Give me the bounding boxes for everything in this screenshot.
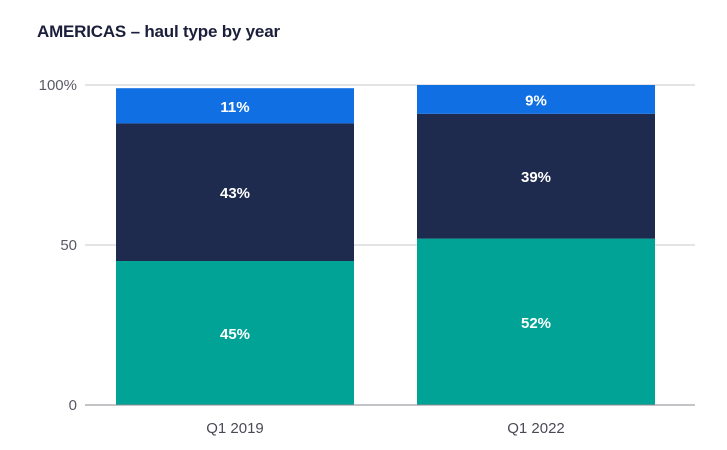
data-label: 45% xyxy=(220,326,250,343)
y-tick-label: 0 xyxy=(69,397,77,414)
data-label: 43% xyxy=(220,185,250,202)
bar-segment xyxy=(116,88,354,124)
data-label: 11% xyxy=(220,99,249,116)
bar-segment xyxy=(417,238,655,405)
chart-title: AMERICAS – haul type by year xyxy=(37,22,280,41)
bar-segment xyxy=(417,85,655,114)
data-label: 39% xyxy=(521,169,551,186)
y-tick-label: 50 xyxy=(60,237,77,254)
bar-segment xyxy=(417,113,655,239)
bar-segment xyxy=(116,123,354,262)
y-tick-label: 100% xyxy=(39,77,77,94)
x-category-label: Q1 2022 xyxy=(507,420,565,437)
data-label: 9% xyxy=(525,92,547,109)
bar-segment xyxy=(116,261,354,405)
data-label: 52% xyxy=(521,315,551,332)
x-category-label: Q1 2019 xyxy=(206,420,264,437)
